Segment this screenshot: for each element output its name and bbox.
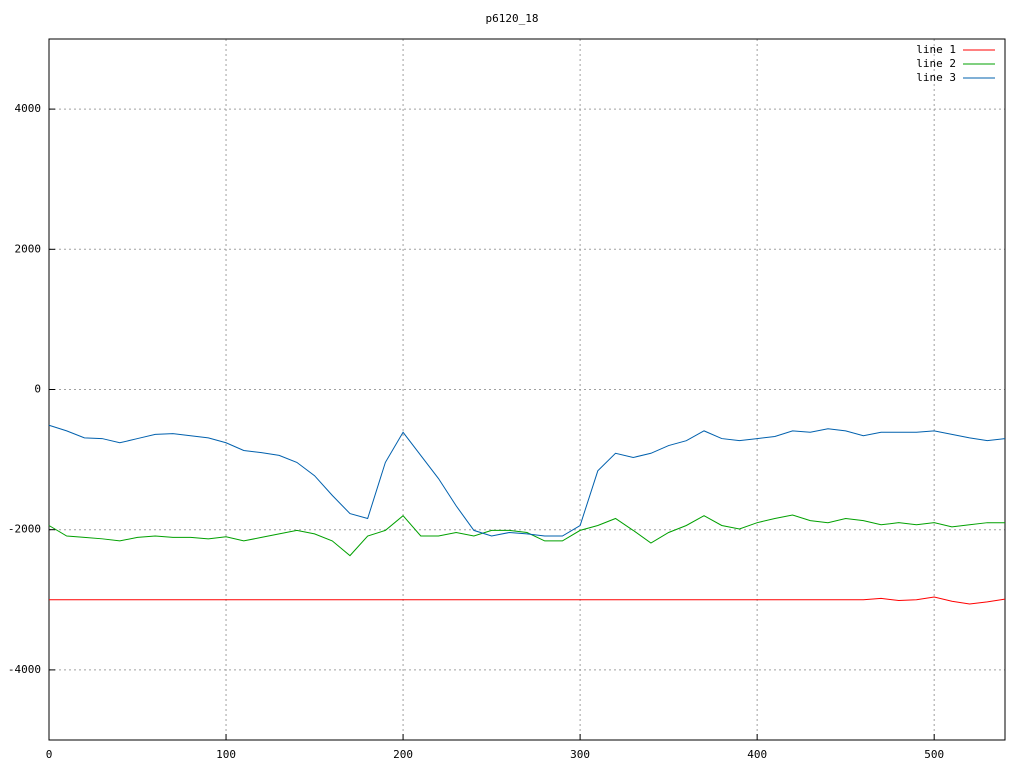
x-tick-label: 400 [747, 748, 767, 761]
y-tick-label: 4000 [15, 102, 42, 115]
legend-label: line 1 [916, 43, 956, 56]
y-tick-label: -2000 [8, 523, 41, 536]
x-tick-label: 200 [393, 748, 413, 761]
series-line [48, 424, 1006, 537]
legend-label: line 2 [916, 57, 956, 70]
x-tick-label: 100 [216, 748, 236, 761]
plot-border [48, 38, 1006, 741]
series-line [49, 596, 1006, 605]
y-tick-label: 2000 [15, 242, 42, 255]
chart-title: p6120_18 [486, 12, 539, 25]
y-tick-label: 0 [34, 383, 41, 396]
x-tick-label: 300 [570, 748, 590, 761]
y-tick-label: -4000 [8, 663, 41, 676]
x-tick-label: 0 [46, 748, 53, 761]
x-tick-label: 500 [924, 748, 944, 761]
series-line [48, 514, 1005, 557]
legend-label: line 3 [916, 71, 956, 84]
